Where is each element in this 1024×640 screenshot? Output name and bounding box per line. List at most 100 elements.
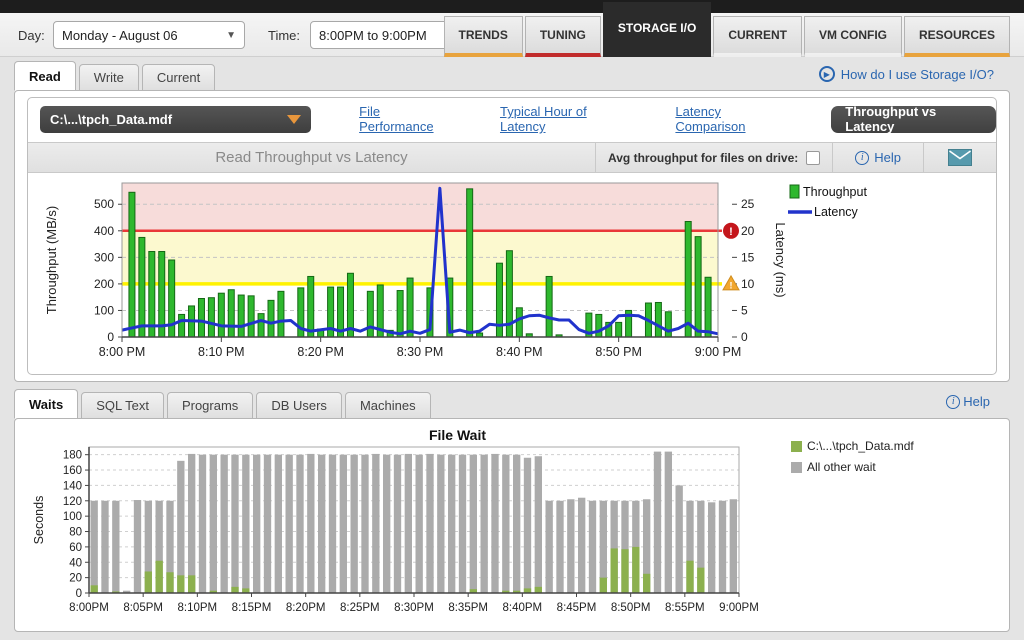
svg-text:8:30PM: 8:30PM — [394, 602, 434, 614]
svg-text:160: 160 — [63, 465, 82, 477]
link-latency-comparison[interactable]: Latency Comparison — [675, 104, 787, 134]
svg-text:9:00PM: 9:00PM — [719, 602, 759, 614]
nav-tab-tuning[interactable]: TUNING — [525, 16, 601, 57]
svg-text:25: 25 — [741, 197, 755, 211]
play-icon: ▶ — [819, 66, 835, 82]
nav-tab-trends[interactable]: TRENDS — [444, 16, 523, 57]
svg-text:Throughput: Throughput — [803, 185, 867, 199]
nav-tab-vm-config[interactable]: VM CONFIG — [804, 16, 902, 57]
svg-text:10: 10 — [741, 277, 755, 291]
svg-text:500: 500 — [94, 197, 114, 211]
svg-text:8:45PM: 8:45PM — [557, 602, 597, 614]
svg-text:8:10PM: 8:10PM — [178, 602, 218, 614]
nav-tab-resources[interactable]: RESOURCES — [904, 16, 1010, 57]
svg-text:8:00 PM: 8:00 PM — [99, 345, 146, 359]
waits-tabs: Waits SQL Text Programs DB Users Machine… — [14, 389, 434, 419]
file-wait-panel: File Wait 020406080100120140160180Second… — [14, 418, 1010, 632]
svg-text:!: ! — [729, 226, 733, 238]
svg-text:140: 140 — [63, 480, 82, 492]
svg-text:8:30 PM: 8:30 PM — [397, 345, 444, 359]
svg-text:8:05PM: 8:05PM — [123, 602, 163, 614]
waits-help-link[interactable]: i Help — [946, 394, 990, 409]
svg-text:80: 80 — [69, 527, 82, 539]
svg-text:8:15PM: 8:15PM — [232, 602, 272, 614]
chart-panel: C:\...\tpch_Data.mdf File Performance Ty… — [27, 97, 997, 375]
legend-item-other-wait: All other wait — [791, 460, 914, 474]
link-file-performance[interactable]: File Performance — [359, 104, 452, 134]
legend-swatch-green — [791, 441, 802, 452]
tab-programs[interactable]: Programs — [167, 392, 253, 419]
svg-text:8:10 PM: 8:10 PM — [198, 345, 245, 359]
tab-machines[interactable]: Machines — [345, 392, 431, 419]
legend-item-file: C:\...\tpch_Data.mdf — [791, 439, 914, 453]
svg-text:120: 120 — [63, 496, 82, 508]
legend-swatch-gray — [791, 462, 802, 473]
svg-text:0: 0 — [76, 588, 82, 600]
file-selector-value: C:\...\tpch_Data.mdf — [50, 112, 172, 127]
nav-tab-current[interactable]: CURRENT — [713, 16, 802, 57]
link-typical-hour-of-latency[interactable]: Typical Hour of Latency — [500, 104, 627, 134]
tab-read[interactable]: Read — [14, 61, 76, 91]
svg-text:5: 5 — [741, 303, 748, 317]
avg-throughput-label: Avg throughput for files on drive: — [608, 151, 798, 165]
storage-io-panel: C:\...\tpch_Data.mdf File Performance Ty… — [14, 90, 1010, 382]
time-label: Time: — [268, 28, 300, 43]
howto-storage-io-link[interactable]: ▶ How do I use Storage I/O? — [819, 66, 994, 82]
file-wait-chart: 0 20 40 60 80 100 120 140 160 180 Seconds 8:00PM 8:0… — [27, 441, 777, 627]
nav-tab-storage-io[interactable]: STORAGE I/O — [603, 2, 711, 57]
throughput-latency-chart-area: 0100200300400500Throughput (MB/s)0510152… — [30, 175, 992, 380]
tab-current[interactable]: Current — [142, 64, 215, 91]
svg-text:0: 0 — [741, 330, 748, 344]
svg-text:8:50 PM: 8:50 PM — [595, 345, 642, 359]
svg-text:400: 400 — [94, 224, 114, 238]
tab-sql-text[interactable]: SQL Text — [81, 392, 164, 419]
svg-text:60: 60 — [69, 542, 82, 554]
svg-text:8:55PM: 8:55PM — [665, 602, 705, 614]
file-selector-dropdown[interactable]: C:\...\tpch_Data.mdf — [40, 106, 311, 133]
svg-text:Latency: Latency — [814, 205, 859, 219]
svg-text:180: 180 — [63, 450, 82, 462]
top-nav-tabs: TRENDS TUNING STORAGE I/O CURRENT VM CON… — [442, 0, 1011, 57]
dropdown-arrow-icon — [287, 115, 301, 124]
file-wait-chart-area: 0 20 40 60 80 100 120 140 160 180 Seconds 8:00PM 8:0… — [27, 441, 777, 632]
day-dropdown-value: Monday - August 06 — [62, 28, 178, 43]
day-dropdown[interactable]: Monday - August 06 ▼ — [53, 21, 245, 49]
file-wait-legend: C:\...\tpch_Data.mdf All other wait — [791, 439, 914, 481]
svg-text:200: 200 — [94, 277, 114, 291]
tab-write[interactable]: Write — [79, 64, 139, 91]
svg-text:!: ! — [730, 280, 733, 290]
svg-text:8:40 PM: 8:40 PM — [496, 345, 543, 359]
svg-text:8:00PM: 8:00PM — [69, 602, 109, 614]
throughput-latency-chart: 0100200300400500Throughput (MB/s)0510152… — [30, 175, 992, 375]
file-toolbar: C:\...\tpch_Data.mdf File Performance Ty… — [28, 98, 996, 140]
svg-text:100: 100 — [63, 511, 82, 523]
chart-title: Read Throughput vs Latency — [28, 143, 595, 172]
chevron-down-icon: ▼ — [226, 30, 236, 41]
avg-throughput-section: Avg throughput for files on drive: — [595, 143, 832, 172]
day-label: Day: — [18, 28, 45, 43]
tab-waits[interactable]: Waits — [14, 389, 78, 419]
svg-text:100: 100 — [94, 303, 114, 317]
svg-text:Latency (ms): Latency (ms) — [773, 222, 788, 297]
svg-text:8:40PM: 8:40PM — [503, 602, 543, 614]
view-links: File Performance Typical Hour of Latency… — [359, 104, 787, 134]
svg-text:20: 20 — [69, 573, 82, 585]
email-icon[interactable] — [948, 149, 972, 166]
svg-text:40: 40 — [69, 557, 82, 569]
svg-text:15: 15 — [741, 250, 755, 264]
avg-throughput-checkbox[interactable] — [806, 151, 820, 165]
time-dropdown-value: 8:00PM to 9:00PM — [319, 28, 427, 43]
info-icon: i — [855, 151, 869, 165]
svg-text:Seconds: Seconds — [32, 496, 46, 545]
svg-text:Throughput (MB/s): Throughput (MB/s) — [44, 206, 59, 314]
chart-header-bar: Read Throughput vs Latency Avg throughpu… — [28, 142, 996, 173]
svg-text:8:35PM: 8:35PM — [448, 602, 488, 614]
svg-text:0: 0 — [107, 330, 114, 344]
svg-text:8:25PM: 8:25PM — [340, 602, 380, 614]
svg-text:8:20PM: 8:20PM — [286, 602, 326, 614]
chart-help-link[interactable]: i Help — [832, 143, 923, 172]
svg-text:8:50PM: 8:50PM — [611, 602, 651, 614]
tab-db-users[interactable]: DB Users — [256, 392, 342, 419]
throughput-vs-latency-button[interactable]: Throughput vs Latency — [831, 106, 996, 133]
email-section — [923, 143, 996, 172]
